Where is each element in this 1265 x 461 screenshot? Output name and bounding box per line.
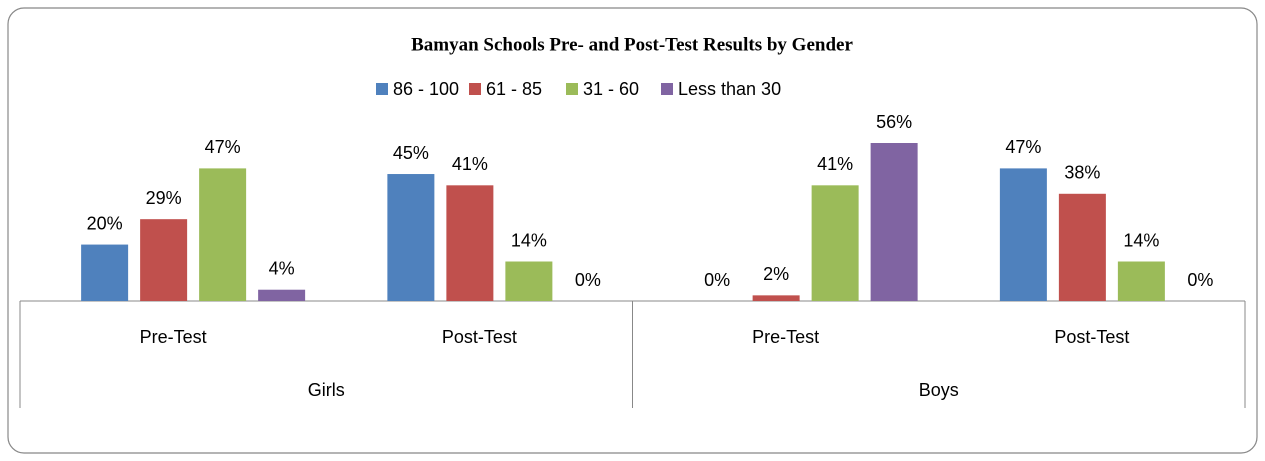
data-label: 47% xyxy=(1005,137,1041,157)
bar xyxy=(505,261,553,301)
data-label: 41% xyxy=(452,154,488,174)
legend-label: 31 - 60 xyxy=(583,79,639,99)
legend-label: 86 - 100 xyxy=(393,79,459,99)
data-label: 14% xyxy=(511,230,547,250)
bar xyxy=(752,295,800,301)
data-label: 0% xyxy=(704,270,730,290)
group-label: Girls xyxy=(308,380,345,400)
bar xyxy=(1117,261,1165,301)
chart-title: Bamyan Schools Pre- and Post-Test Result… xyxy=(411,34,853,55)
legend-swatch xyxy=(469,83,481,95)
data-label: 0% xyxy=(1187,270,1213,290)
x-tick-label: Post-Test xyxy=(442,327,517,347)
bar xyxy=(199,168,247,301)
bar xyxy=(140,219,188,301)
legend-label: 61 - 85 xyxy=(486,79,542,99)
data-label: 47% xyxy=(205,137,241,157)
group-label: Boys xyxy=(919,380,959,400)
bar xyxy=(446,185,494,301)
data-label: 38% xyxy=(1064,163,1100,183)
legend-swatch xyxy=(566,83,578,95)
data-label: 29% xyxy=(146,188,182,208)
legend-swatch xyxy=(661,83,673,95)
chart-frame xyxy=(7,7,1258,454)
x-tick-label: Pre-Test xyxy=(752,327,819,347)
bar xyxy=(81,244,129,301)
data-label: 41% xyxy=(817,154,853,174)
data-label: 2% xyxy=(763,264,789,284)
bar xyxy=(999,168,1047,301)
data-label: 14% xyxy=(1123,230,1159,250)
bar xyxy=(258,289,306,301)
data-label: 0% xyxy=(575,270,601,290)
data-label: 20% xyxy=(87,213,123,233)
bar xyxy=(1058,193,1106,301)
x-tick-label: Pre-Test xyxy=(140,327,207,347)
bar xyxy=(870,143,918,301)
data-label: 45% xyxy=(393,143,429,163)
legend-swatch xyxy=(376,83,388,95)
data-label: 4% xyxy=(269,258,295,278)
bar xyxy=(811,185,859,301)
bar xyxy=(387,174,435,301)
data-label: 56% xyxy=(876,112,912,132)
legend-label: Less than 30 xyxy=(678,79,781,99)
x-tick-label: Post-Test xyxy=(1054,327,1129,347)
